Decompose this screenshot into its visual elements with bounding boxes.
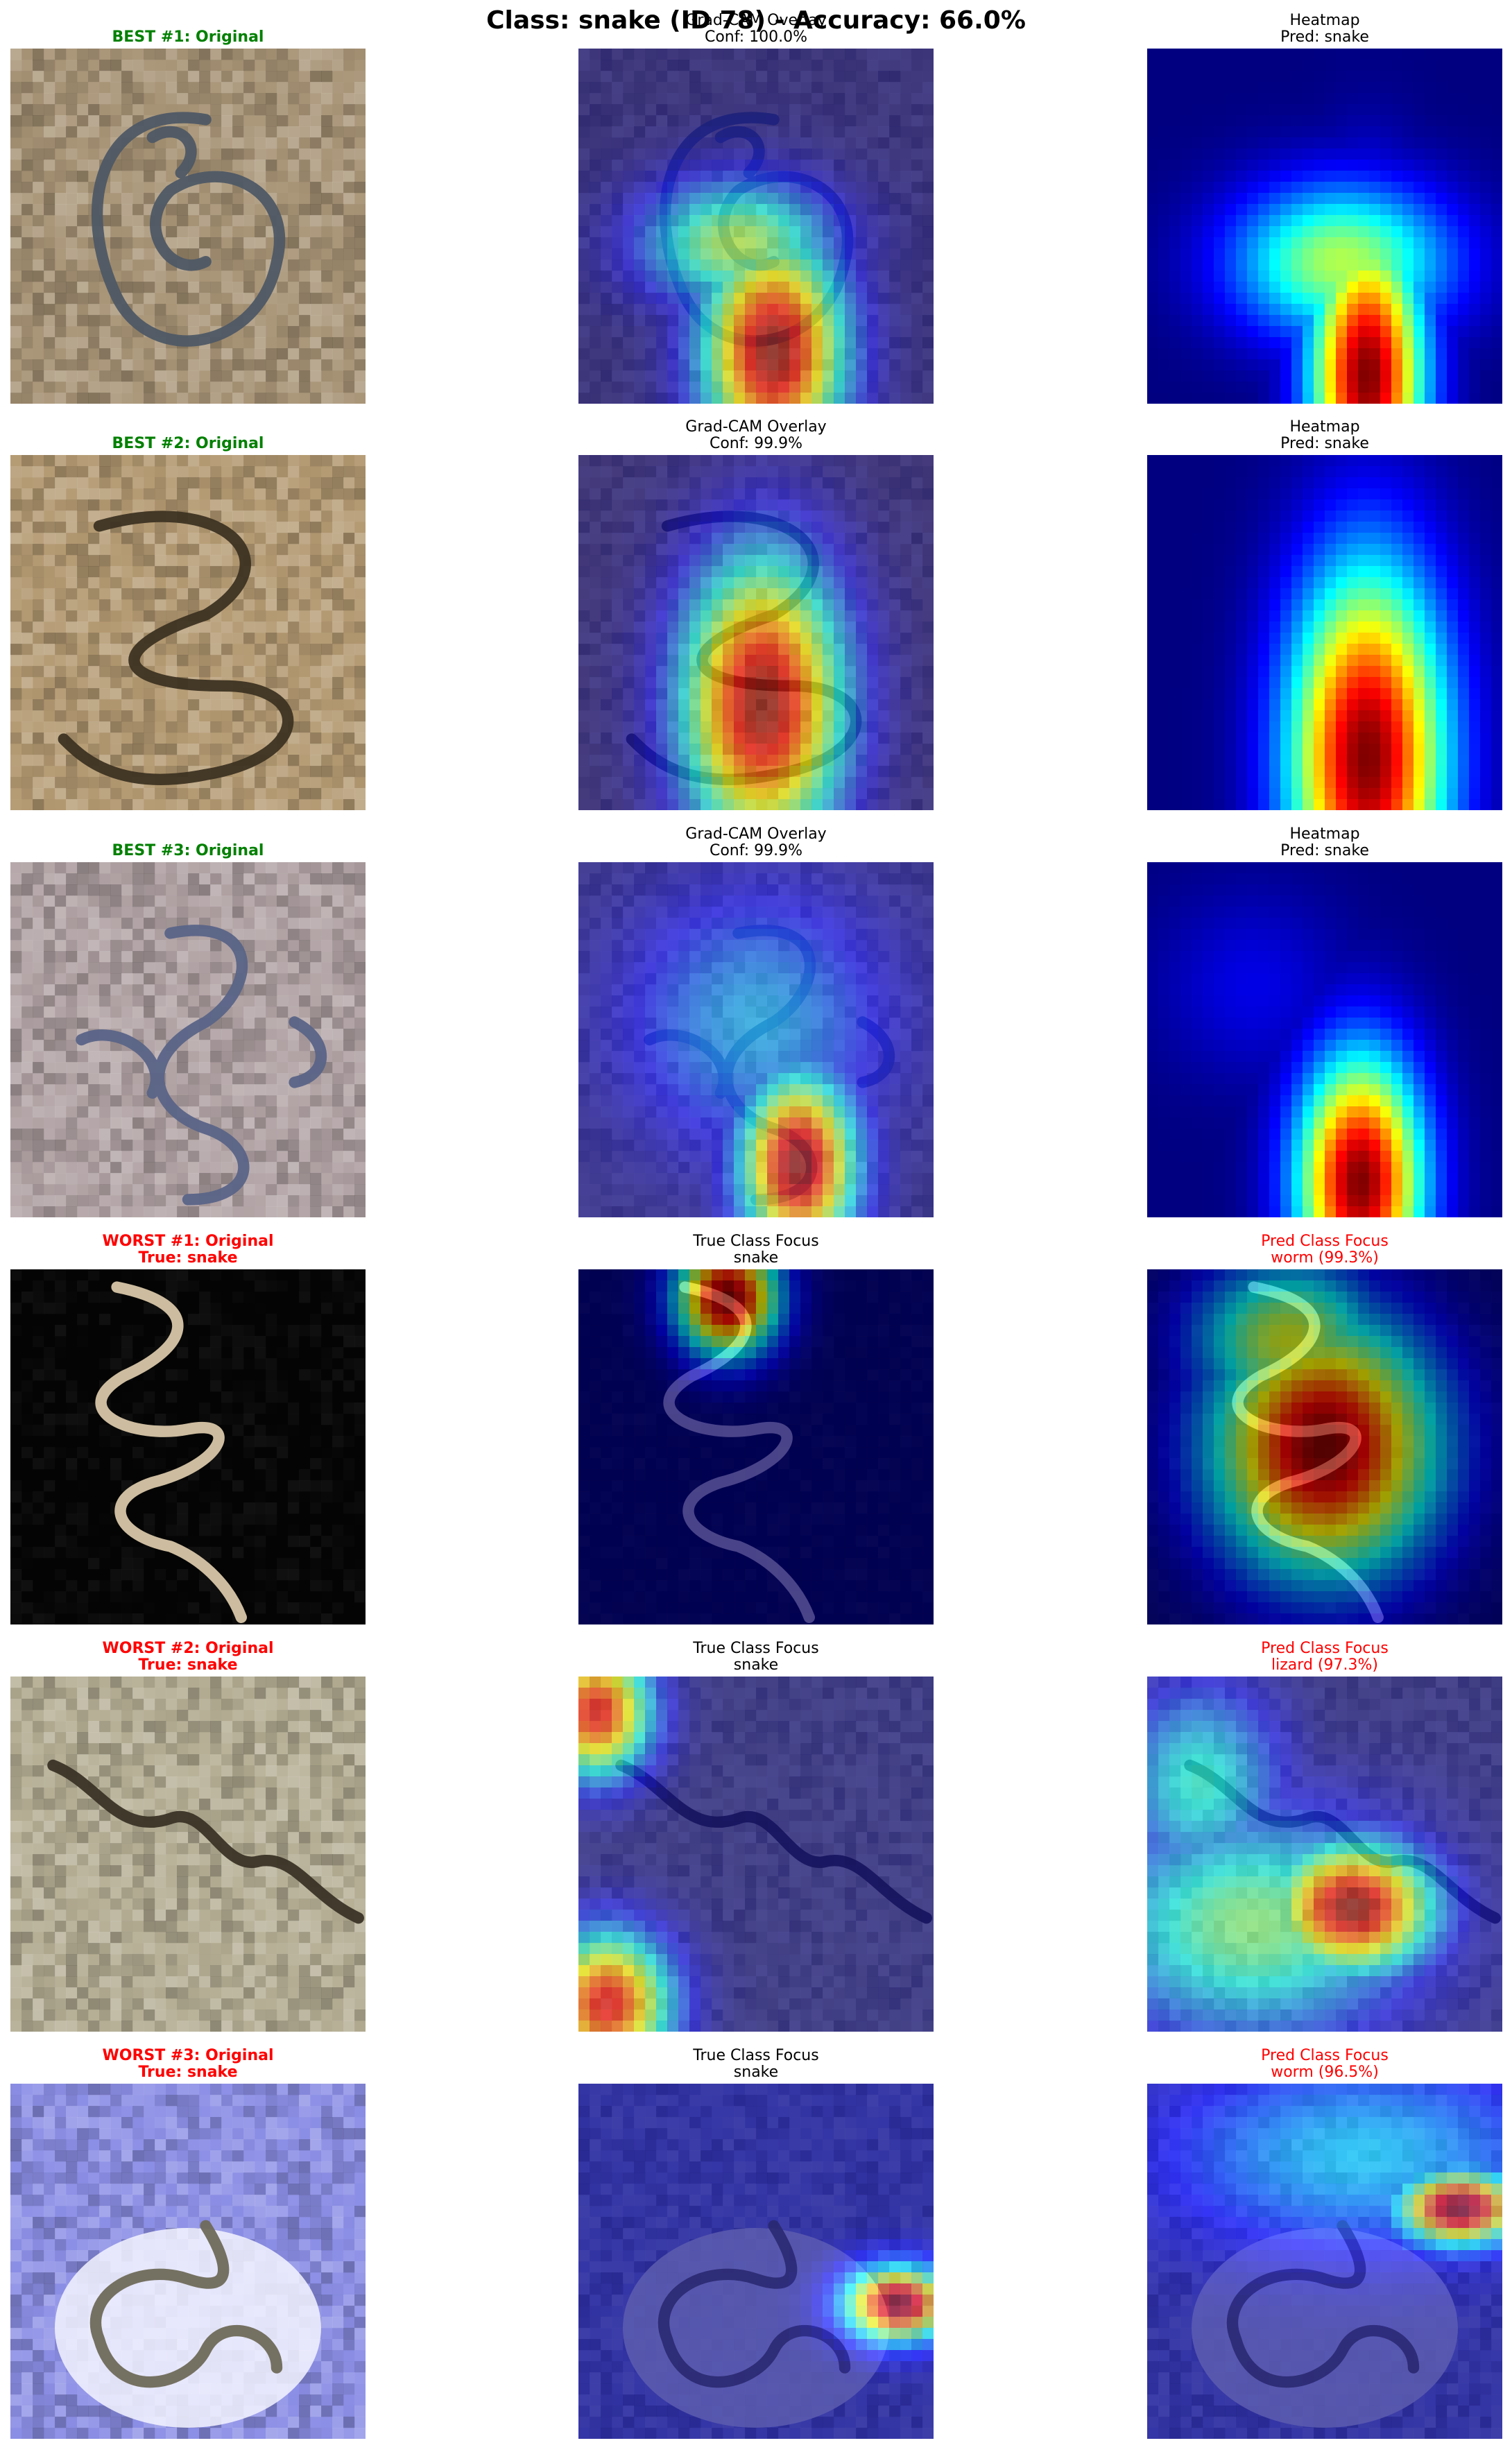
photo-background bbox=[10, 1269, 366, 1624]
heatmap-cells bbox=[1147, 862, 1502, 1217]
photo-background bbox=[10, 1677, 366, 2032]
panel-title: WORST #2: Original True: snake bbox=[10, 1640, 366, 1674]
snake-shape bbox=[58, 511, 294, 785]
gradcam-overlay bbox=[1147, 1677, 1502, 2032]
panel-title: True Class Focus snake bbox=[578, 1233, 934, 1267]
gradcam-heatmap bbox=[1147, 49, 1502, 404]
photo-texture bbox=[10, 1677, 366, 2032]
panel-title-line2: True: snake bbox=[10, 1250, 366, 1267]
snake-photo-coiled-tan bbox=[10, 455, 366, 810]
gradcam-overlay bbox=[578, 1677, 934, 2032]
snake-photo-spotted-blue bbox=[10, 862, 366, 1217]
snake-photo-blue-bright bbox=[10, 2084, 366, 2439]
gradcam-overlay bbox=[578, 455, 934, 810]
heatmap-cells bbox=[578, 1269, 934, 1624]
panel-title: Grad-CAM Overlay Conf: 99.9% bbox=[578, 419, 934, 452]
panel-title-line2: Conf: 99.9% bbox=[578, 436, 934, 452]
panel-title-line2: True: snake bbox=[10, 2064, 366, 2081]
panel-title-line1: True Class Focus bbox=[578, 1640, 934, 1657]
panel-title-line1: Pred Class Focus bbox=[1147, 1233, 1502, 1250]
heatmap-cells bbox=[578, 2084, 934, 2439]
panel-title-line1: True Class Focus bbox=[578, 1233, 934, 1250]
photo-texture bbox=[10, 49, 366, 404]
panel-title-line2: snake bbox=[578, 1250, 934, 1267]
snake-photo-sandy bbox=[10, 1677, 366, 2032]
panel-title-line1: Heatmap bbox=[1147, 419, 1502, 436]
panel-title: WORST #3: Original True: snake bbox=[10, 2048, 366, 2081]
panel-title-line1: True Class Focus bbox=[578, 2048, 934, 2064]
panel-title-line1: Grad-CAM Overlay bbox=[578, 419, 934, 436]
snake-photo-dark-background bbox=[10, 1269, 366, 1624]
snake-photo-coiled-gray bbox=[10, 49, 366, 404]
gradcam-overlay bbox=[578, 2084, 934, 2439]
panel-title-line1: WORST #3: Original bbox=[10, 2048, 366, 2064]
gradcam-heatmap bbox=[1147, 455, 1502, 810]
panel-title: Pred Class Focus lizard (97.3%) bbox=[1147, 1640, 1502, 1674]
gradcam-heatmap bbox=[1147, 862, 1502, 1217]
gradcam-overlay bbox=[578, 1269, 934, 1624]
panel-title-line2: lizard (97.3%) bbox=[1147, 1657, 1502, 1674]
heatmap-cells bbox=[1147, 455, 1502, 810]
gradcam-overlay bbox=[1147, 1269, 1502, 1624]
snake-shape bbox=[89, 2220, 283, 2388]
snake-shape bbox=[91, 112, 286, 347]
panel-title-line1: Pred Class Focus bbox=[1147, 1640, 1502, 1657]
snake-shape bbox=[47, 1759, 364, 1924]
panel-title: True Class Focus snake bbox=[578, 2048, 934, 2081]
photo-background bbox=[10, 862, 366, 1217]
snake-shape bbox=[95, 1281, 247, 1623]
figure-title: Class: snake (ID 78) - Accuracy: 66.0% bbox=[0, 6, 1512, 36]
panel-title-line1: BEST #2: Original bbox=[10, 436, 366, 452]
panel-title-line2: snake bbox=[578, 1657, 934, 1674]
heatmap-cells bbox=[578, 862, 934, 1217]
panel-title-line1: Heatmap bbox=[1147, 12, 1502, 29]
panel-title-line2: True: snake bbox=[10, 1657, 366, 1674]
panel-title: WORST #1: Original True: snake bbox=[10, 1233, 366, 1267]
panel-title-line1: BEST #3: Original bbox=[10, 843, 366, 859]
panel-title: Pred Class Focus worm (96.5%) bbox=[1147, 2048, 1502, 2081]
panel-title: True Class Focus snake bbox=[578, 1640, 934, 1674]
panel-title-line1: Heatmap bbox=[1147, 826, 1502, 843]
panel-title: Heatmap Pred: snake bbox=[1147, 12, 1502, 46]
heatmap-cells bbox=[578, 1677, 934, 2032]
panel-title-line2: Conf: 100.0% bbox=[578, 29, 934, 46]
panel-title-line1: Pred Class Focus bbox=[1147, 2048, 1502, 2064]
panel-title: Grad-CAM Overlay Conf: 100.0% bbox=[578, 12, 934, 46]
panel-title-line1: Grad-CAM Overlay bbox=[578, 12, 934, 29]
panel-title-line2: worm (96.5%) bbox=[1147, 2064, 1502, 2081]
heatmap-cells bbox=[1147, 1269, 1502, 1624]
panel-title-line2: Pred: snake bbox=[1147, 436, 1502, 452]
heatmap-cells bbox=[1147, 1677, 1502, 2032]
heatmap-cells bbox=[1147, 49, 1502, 404]
panel-title-line1: WORST #2: Original bbox=[10, 1640, 366, 1657]
gradcam-overlay bbox=[578, 49, 934, 404]
panel-title-line1: WORST #1: Original bbox=[10, 1233, 366, 1250]
panel-title-line2: snake bbox=[578, 2064, 934, 2081]
panel-title: BEST #3: Original bbox=[10, 843, 366, 859]
panel-title: BEST #2: Original bbox=[10, 436, 366, 452]
panel-title-line2: worm (99.3%) bbox=[1147, 1250, 1502, 1267]
heatmap-cells bbox=[578, 455, 934, 810]
snake-shape bbox=[76, 925, 327, 1206]
panel-title-line2: Pred: snake bbox=[1147, 843, 1502, 859]
heatmap-cells bbox=[578, 49, 934, 404]
panel-title: Grad-CAM Overlay Conf: 99.9% bbox=[578, 826, 934, 859]
panel-title-line2: Pred: snake bbox=[1147, 29, 1502, 46]
gradcam-overlay bbox=[1147, 2084, 1502, 2439]
photo-texture bbox=[10, 455, 366, 810]
panel-title: Heatmap Pred: snake bbox=[1147, 826, 1502, 859]
panel-title-line2: Conf: 99.9% bbox=[578, 843, 934, 859]
panel-title: Pred Class Focus worm (99.3%) bbox=[1147, 1233, 1502, 1267]
panel-title: BEST #1: Original bbox=[10, 29, 366, 46]
panel-title-line1: BEST #1: Original bbox=[10, 29, 366, 46]
photo-texture bbox=[10, 1269, 366, 1624]
panel-title-line1: Grad-CAM Overlay bbox=[578, 826, 934, 843]
panel-title: Heatmap Pred: snake bbox=[1147, 419, 1502, 452]
gradcam-overlay bbox=[578, 862, 934, 1217]
heatmap-cells bbox=[1147, 2084, 1502, 2439]
